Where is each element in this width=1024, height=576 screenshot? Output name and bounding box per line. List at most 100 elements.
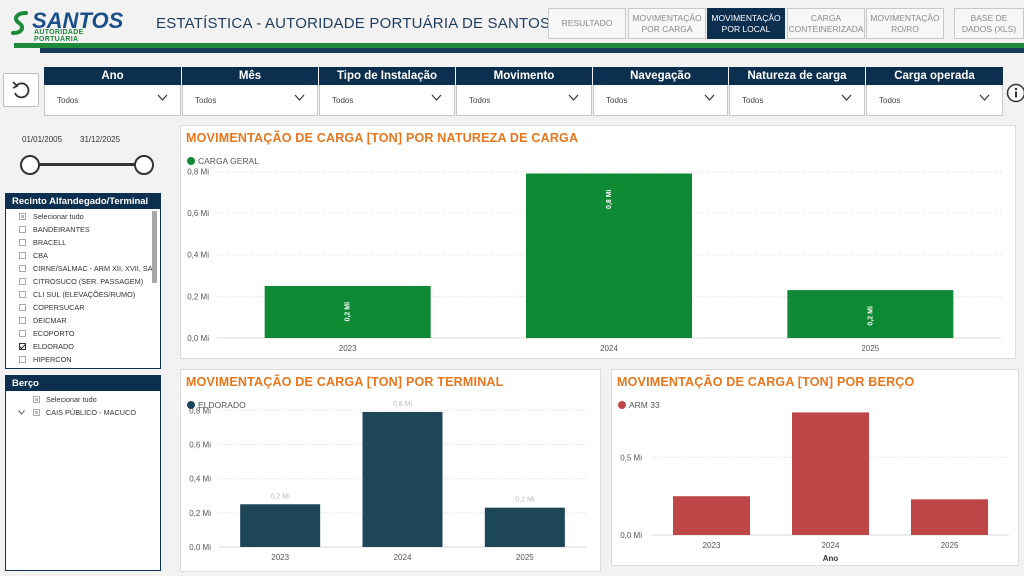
filter-value: Todos (332, 96, 354, 105)
filter-label: Ano (44, 67, 181, 85)
nav-movimentacao-por-carga[interactable]: MOVIMENTAÇÃO POR CARGA (628, 8, 706, 39)
nav-resultado[interactable]: RESULTADO (548, 8, 626, 39)
checkbox[interactable] (33, 409, 40, 416)
chart-berco-card: 0,0 Mi 0,5 Mi 2023 2024 2025 Ano MOVIMENTAÇÃO… (611, 369, 1019, 566)
y-tick-label: 0,2 Mi (189, 509, 211, 518)
list-item[interactable]: ELDORADO (6, 340, 160, 353)
list-item[interactable]: COPERSUCAR (6, 301, 160, 314)
nav-carga-conteinerizada[interactable]: CARGA CONTEINERIZADA (787, 8, 865, 39)
list-item[interactable]: CAIS PÚBLICO - MACUCO (6, 406, 160, 419)
chevron-down-icon (568, 94, 579, 101)
checkbox[interactable] (19, 317, 26, 324)
filter-movimento[interactable]: Movimento Todos (456, 67, 592, 116)
chart-terminal-card: 0,0 Mi 0,2 Mi 0,4 Mi 0,6 Mi 0,8 Mi 2023 0,2 Mi… (180, 369, 601, 572)
filter-natureza-de-carga[interactable]: Natureza de carga Todos (729, 67, 865, 116)
bar[interactable] (673, 496, 750, 535)
nav-movimentacao-por-local[interactable]: MOVIMENTAÇÃO POR LOCAL (707, 8, 785, 39)
nav-base-de-dados[interactable]: BASE DE DADOS (XLS) (954, 8, 1024, 39)
list-item[interactable]: CLI SUL (ELEVAÇÕES/RUMO) (6, 288, 160, 301)
santos-logo: SANTOS AUTORIDADE PORTUÁRIA (10, 8, 124, 43)
list-item[interactable]: CBA (6, 249, 160, 262)
date-slider-end-handle[interactable] (134, 155, 154, 175)
filter-label: Movimento (456, 67, 592, 85)
filter-value: Todos (469, 96, 491, 105)
date-slider-start-handle[interactable] (20, 155, 40, 175)
list-item[interactable]: DEICMAR (6, 314, 160, 327)
filter-dropdown[interactable]: Todos (593, 85, 728, 116)
checkbox[interactable] (19, 239, 26, 246)
x-tick-label: 2023 (703, 541, 721, 550)
checkbox[interactable] (19, 213, 26, 220)
filter-tipo-de-instalacao[interactable]: Tipo de Instalação Todos (319, 67, 455, 116)
chevron-down-icon (704, 94, 715, 101)
list-item[interactable]: ECOPORTO (6, 327, 160, 340)
list-item[interactable]: BRACELL (6, 236, 160, 249)
checkbox[interactable] (33, 396, 40, 403)
data-label: 0,8 Mi (393, 401, 413, 408)
x-axis-title: Ano (823, 554, 839, 563)
info-icon[interactable] (1006, 83, 1024, 103)
filter-dropdown[interactable]: Todos (456, 85, 592, 116)
filter-carga-operada[interactable]: Carga operada Todos (866, 67, 1003, 116)
filter-dropdown[interactable]: Todos (44, 85, 181, 116)
filter-label: Mês (182, 67, 318, 85)
filter-ano[interactable]: Ano Todos (44, 67, 181, 116)
bar[interactable] (526, 173, 692, 338)
checkbox-checked[interactable] (19, 343, 26, 350)
y-tick-label: 0,8 Mi (189, 406, 211, 415)
checkbox[interactable] (19, 265, 26, 272)
list-item[interactable]: CITROSUCO (SER. PASSAGEM) (6, 275, 160, 288)
bar[interactable] (787, 290, 954, 338)
bar[interactable] (240, 504, 321, 547)
chart-legend: CARGA GERAL (187, 156, 259, 166)
nav-movimentacao-roro[interactable]: MOVIMENTAÇÃO RO/RO (866, 8, 944, 39)
list-item[interactable]: Selecionar tudo (6, 210, 160, 223)
filter-mes[interactable]: Mês Todos (182, 67, 318, 116)
date-end[interactable]: 31/12/2025 (80, 135, 121, 144)
filter-dropdown[interactable]: Todos (182, 85, 318, 116)
filter-label: Carga operada (866, 67, 1003, 85)
filter-dropdown[interactable]: Todos (866, 85, 1003, 116)
checkbox[interactable] (19, 278, 26, 285)
reset-filters-button[interactable] (3, 73, 39, 107)
list-item[interactable]: CIRNE/SALMAC - ARM XII, XVII, SA (6, 262, 160, 275)
checkbox[interactable] (19, 330, 26, 337)
date-slider-track[interactable] (30, 163, 146, 166)
expand-chevron-icon[interactable] (18, 410, 25, 415)
data-label: 0,2 Mi (515, 497, 535, 504)
legend-label: ARM 33 (629, 400, 660, 410)
legend-dot (187, 401, 195, 409)
list-item[interactable]: HIPERCON (6, 353, 160, 366)
santos-logo-icon (11, 11, 28, 35)
bar[interactable] (911, 499, 988, 535)
bar[interactable] (362, 411, 443, 547)
checkbox[interactable] (19, 252, 26, 259)
chart-berco: 0,0 Mi 0,5 Mi 2023 2024 2025 Ano (620, 412, 1009, 563)
checkbox[interactable] (19, 226, 26, 233)
filter-navegacao[interactable]: Navegação Todos (593, 67, 728, 116)
checkbox[interactable] (19, 304, 26, 311)
filter-dropdown[interactable]: Todos (319, 85, 455, 116)
date-start[interactable]: 01/01/2005 (22, 135, 63, 144)
filter-value: Todos (57, 96, 79, 105)
bar[interactable] (792, 412, 869, 535)
data-label: 0,2 Mi (345, 302, 352, 322)
terminal-list-scrollbar[interactable] (152, 211, 157, 283)
filter-label: Tipo de Instalação (319, 67, 455, 85)
chevron-down-icon (157, 94, 168, 101)
terminal-slicer-title: Recinto Alfandegado/Terminal (6, 194, 160, 209)
terminal-slicer: Recinto Alfandegado/Terminal Selecionar … (5, 193, 161, 369)
checkbox[interactable] (19, 356, 26, 363)
checkbox[interactable] (19, 291, 26, 298)
list-item[interactable]: BANDEIRANTES (6, 223, 160, 236)
y-tick-label: 0,8 Mi (187, 167, 209, 176)
x-tick-label: 2024 (600, 344, 618, 353)
filter-dropdown[interactable]: Todos (729, 85, 865, 116)
y-tick-label: 0,0 Mi (189, 543, 211, 552)
legend-label: ELDORADO (198, 400, 246, 410)
list-item[interactable]: Selecionar tudo (6, 393, 160, 406)
x-tick-label: 2025 (516, 553, 534, 562)
bar[interactable] (264, 285, 431, 338)
logo-text: SANTOS (32, 8, 124, 33)
bar[interactable] (484, 507, 565, 547)
